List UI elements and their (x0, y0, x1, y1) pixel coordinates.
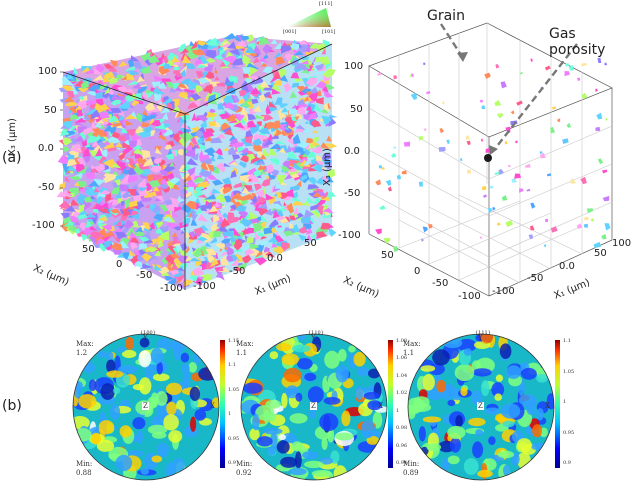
grains-right (179, 47, 338, 288)
pore-x3-tick-m100: -100 (338, 230, 361, 241)
pf2-top-axis: Y (311, 334, 316, 342)
colorbar-tick: 0.9 (228, 460, 236, 466)
pf1-min-value: 0.88 (76, 469, 92, 477)
pf1-min-label: Min: (76, 460, 93, 468)
pore-x3-tick-m50: -50 (344, 188, 361, 199)
ipf-label-111: [111] (319, 1, 333, 7)
cube-x3-tick-100: 100 (38, 66, 58, 77)
porosity-3d-plot (368, 22, 613, 297)
cube-x1-tick-m50: -50 (229, 266, 246, 277)
pf3-max-label: Max: (403, 340, 421, 348)
pf2-title: {110} (308, 330, 324, 336)
colorbar-tick: 1.1 (563, 338, 571, 344)
pore-x1-tick-100: 100 (612, 238, 632, 249)
cube-x2-tick-m50: -50 (136, 270, 153, 281)
colorbar-tick: 1.15 (228, 338, 240, 344)
cube-x3-label: X₃ (μm) (7, 118, 18, 156)
colorbar-tick: 1.1 (228, 362, 236, 369)
pore-x2-tick-50: 50 (381, 250, 394, 261)
pf1-max-value: 1.2 (76, 349, 88, 357)
annotation-gas-porosity: Gas porosity (549, 26, 606, 58)
cube-x2-tick-50: 50 (82, 244, 95, 255)
colorbar-tick: 0.94 (396, 460, 408, 466)
colorbar-tick: 1.08 (396, 338, 408, 344)
grain-cube (56, 33, 338, 290)
pf2-max-label: Max: (236, 340, 254, 348)
pf3-right-axis: X (545, 402, 550, 410)
colorbar-tick: 1.05 (563, 368, 575, 375)
pf1-top-axis: Y (143, 334, 148, 342)
pf3-title: {111} (475, 330, 491, 336)
pf3-max-value: 1.1 (403, 349, 415, 357)
cube-x3-tick-50: 50 (44, 105, 57, 116)
ipf-label-001: [001] (283, 29, 297, 35)
colorbar-tick: 1.02 (396, 390, 408, 397)
pf2-center: Z (310, 402, 317, 410)
colorbar-tick: 1 (396, 407, 400, 414)
pore-x1-tick-m50: -50 (527, 273, 544, 284)
grains-front (56, 71, 192, 285)
cube-x3-tick-m50: -50 (38, 182, 55, 193)
colorbar-tick: 0.95 (228, 435, 240, 442)
colorbar-tick: 1 (228, 411, 232, 418)
colorbar-tick: 1.04 (396, 372, 408, 379)
pf2-right-axis: X (378, 402, 383, 410)
pore-x3-label: X₃ (μm) (322, 148, 333, 186)
cube-axis-ticks (60, 71, 63, 227)
pore-x3-tick-50: 50 (350, 104, 363, 115)
pf1-title: {100} (140, 330, 156, 336)
cube-x1-tick-50: 50 (304, 238, 317, 249)
cube-x1-tick-m100: -100 (193, 281, 216, 292)
colorbar-tick: 0.9 (563, 460, 571, 466)
annotation-arrows (439, 23, 578, 151)
pore-x2-tick-m50: -50 (432, 278, 449, 289)
colorbar-tick: 0.95 (563, 429, 575, 436)
cube-x2-tick-0: 0 (116, 259, 123, 270)
pore-x1-tick-m100: -100 (492, 286, 515, 297)
cube-x1-tick-0: 0.0 (267, 253, 283, 264)
pore-x1-tick-0: 0.0 (559, 261, 575, 272)
cube-x3-tick-0: 0.0 (38, 143, 54, 154)
pore-x2-tick-m100: -100 (458, 291, 481, 302)
pore-x3-tick-0: 0.0 (344, 146, 360, 157)
cube-x3-tick-m100: -100 (32, 220, 55, 231)
pf3-center: Z (477, 402, 484, 410)
pf2-min-label: Min: (236, 460, 253, 468)
pf1-max-label: Max: (76, 340, 94, 348)
cube-x2-tick-m100: -100 (160, 283, 183, 294)
ipf-label-101: [101] (322, 29, 336, 35)
colorbar-tick: 1.05 (228, 386, 240, 393)
pf3-min-value: 0.89 (403, 469, 419, 477)
pore-markers (375, 57, 611, 252)
colorbar-3 (555, 340, 560, 468)
colorbar-1 (220, 340, 225, 468)
pf2-max-value: 1.1 (236, 349, 248, 357)
gas-porosity-marker (484, 154, 492, 162)
pf1-center: Z (142, 402, 149, 410)
pore-x1-tick-50: 50 (594, 248, 607, 259)
pore-x3-tick-100: 100 (344, 61, 364, 72)
pore-x2-tick-0: 0 (414, 266, 421, 277)
colorbar-tick: 0.96 (396, 442, 408, 449)
panel-label-a: (a) (2, 150, 22, 166)
annotation-grain: Grain (427, 8, 465, 24)
panel-label-b: (b) (2, 398, 22, 414)
colorbar-2 (388, 340, 393, 468)
pf3-min-label: Min: (403, 460, 420, 468)
pf1-right-axis: X (210, 402, 215, 410)
ipf-color-key (287, 8, 331, 27)
pf3-top-axis: Y (478, 334, 483, 342)
colorbar-tick: 1 (563, 399, 567, 405)
colorbar-tick: 0.98 (396, 425, 408, 432)
colorbar-tick: 1.06 (396, 355, 408, 362)
pf2-min-value: 0.92 (236, 469, 252, 477)
grains-top (66, 33, 330, 113)
